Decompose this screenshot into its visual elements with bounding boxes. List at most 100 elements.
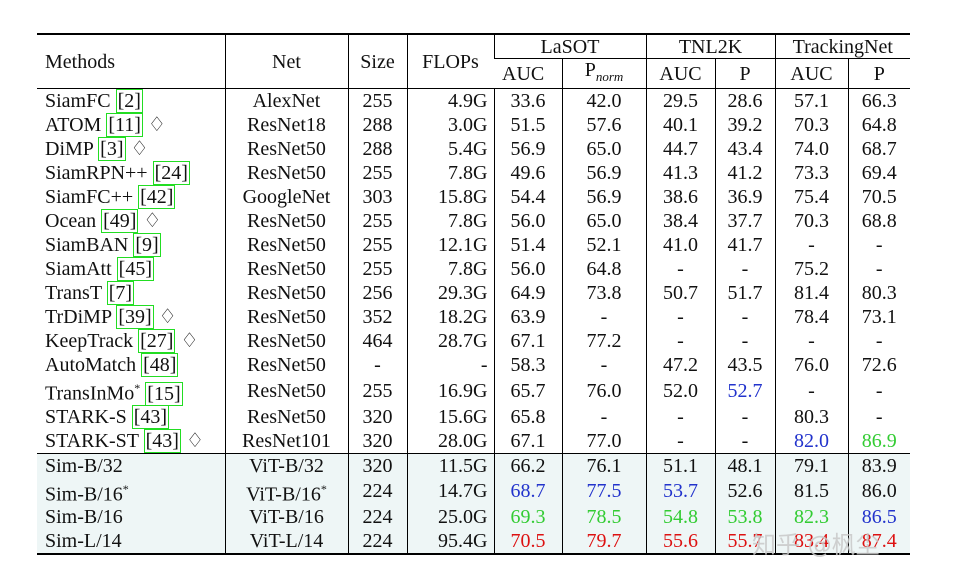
method-cell: Sim-B/16 — [37, 505, 225, 529]
method-name: AutoMatch — [45, 354, 137, 376]
value-cell: 75.2 — [774, 257, 848, 281]
value-cell: 36.9 — [714, 185, 775, 209]
value-cell: 48.1 — [714, 453, 775, 478]
value-cell: 255 — [347, 88, 407, 113]
value-cell: - — [347, 353, 407, 377]
citation: [43] — [143, 428, 181, 453]
value-cell: 288 — [347, 113, 407, 137]
value-cell: 47.2 — [645, 353, 715, 377]
value-cell: 15.6G — [406, 404, 494, 429]
value-cell: 74.0 — [774, 137, 848, 161]
method-name: DiMP — [45, 138, 94, 160]
method-cell: Sim-L/14 — [37, 529, 225, 554]
value-cell: 12.1G — [406, 233, 494, 257]
value-cell: - — [714, 305, 775, 329]
value-cell: 38.6 — [645, 185, 715, 209]
value-cell: 255 — [347, 257, 407, 281]
table-row: Sim-B/32 ViT-B/32 320 11.5G 66.2 76.1 51.1 48.1… — [37, 453, 910, 478]
value-cell: - — [645, 404, 715, 429]
group-header: LaSOT — [493, 34, 646, 59]
net-cell: AlexNet — [224, 88, 348, 113]
value-cell: 14.7G — [406, 477, 494, 506]
value-cell: 51.1 — [645, 453, 715, 478]
value-cell: 82.0 — [774, 428, 848, 454]
value-cell: 52.1 — [561, 233, 646, 257]
method-cell: Sim-B/32 — [37, 453, 225, 478]
value-cell: 95.4G — [406, 529, 494, 555]
value-cell: 83.9 — [847, 453, 910, 478]
net-cell: ResNet50 — [224, 281, 348, 305]
value-cell: 75.4 — [774, 185, 848, 209]
value-cell: 7.8G — [406, 161, 494, 185]
value-cell: 255 — [347, 377, 407, 405]
value-cell: 69.4 — [847, 161, 910, 185]
subheader-cell: AUC — [645, 58, 715, 89]
value-cell: 255 — [347, 233, 407, 257]
value-cell: 57.6 — [561, 113, 646, 137]
header-cell: Net — [224, 34, 348, 89]
value-cell: 66.2 — [493, 453, 562, 478]
table-row: Sim-L/14 ViT-L/14 224 95.4G 70.5 79.7 55.6 55.7… — [37, 529, 910, 555]
value-cell: 69.3 — [493, 505, 562, 530]
value-cell: 68.7 — [847, 137, 910, 161]
value-cell: 78.4 — [774, 305, 848, 329]
value-cell: 70.3 — [774, 209, 848, 233]
method-cell: TrDiMP [39] ♢ — [37, 305, 225, 329]
value-cell: 38.4 — [645, 209, 715, 233]
citation: [7] — [106, 281, 135, 305]
value-cell: - — [774, 329, 848, 353]
value-cell: - — [774, 233, 848, 257]
value-cell: 52.7 — [714, 377, 775, 405]
value-cell: 83.4 — [774, 529, 848, 555]
net-cell: GoogleNet — [224, 185, 348, 209]
value-cell: 80.3 — [774, 404, 848, 429]
value-cell: 73.3 — [774, 161, 848, 185]
net-cell: ResNet50 — [224, 233, 348, 257]
value-cell: 303 — [347, 185, 407, 209]
subheader-cell: P — [847, 58, 910, 89]
value-cell: - — [847, 404, 910, 429]
value-cell: 25.0G — [406, 505, 494, 530]
net-name: ResNet50 — [247, 379, 326, 402]
value-cell: 67.1 — [493, 329, 562, 353]
table-body: SiamFC [2] AlexNet 255 4.9G 33.6 42.0 29.5 28.6… — [37, 88, 910, 555]
value-cell: 29.5 — [645, 88, 715, 113]
value-cell: 64.8 — [561, 257, 646, 281]
value-cell: - — [645, 257, 715, 281]
group-header: TrackingNet — [774, 34, 910, 59]
method-name: ATOM — [45, 114, 102, 136]
net-cell: ResNet50 — [224, 161, 348, 185]
marker: ♢ — [147, 114, 166, 136]
value-cell: - — [406, 353, 494, 377]
value-cell: 63.9 — [493, 305, 562, 329]
method-name: Sim-L/14 — [45, 530, 122, 553]
value-cell: - — [847, 257, 910, 281]
value-cell: 56.0 — [493, 209, 562, 233]
citation: [15] — [145, 381, 183, 406]
marker: ♢ — [130, 138, 149, 160]
value-cell: 87.4 — [847, 529, 910, 555]
method-name: STARK-ST — [45, 429, 139, 452]
value-cell: 352 — [347, 305, 407, 329]
value-cell: 255 — [347, 209, 407, 233]
citation: [39] — [116, 305, 154, 329]
method-name: SiamFC — [45, 90, 111, 112]
net-cell: ViT-B/32 — [224, 453, 348, 478]
value-cell: 82.3 — [774, 505, 848, 530]
value-cell: - — [561, 353, 646, 377]
value-cell: 56.9 — [493, 137, 562, 161]
table-row: SiamBAN [9] ResNet50 255 12.1G 51.4 52.1 41.0 4… — [37, 233, 910, 257]
header-row: Methods Net Size FLOPs LaSOT TNL2K Track… — [37, 34, 910, 89]
value-cell: - — [561, 305, 646, 329]
method-cell: ATOM [11] ♢ — [37, 113, 225, 137]
table-wrap: Methods Net Size FLOPs LaSOT TNL2K Track… — [37, 33, 910, 556]
net-name: ViT-B/16 — [249, 506, 324, 529]
subheader-text: P — [584, 59, 596, 81]
net-cell: ViT-L/14 — [224, 529, 348, 555]
table-row: STARK-ST [43] ♢ ResNet101 320 28.0G 67.1 77.0… — [37, 428, 910, 454]
value-cell: 256 — [347, 281, 407, 305]
subheader-cell: AUC — [774, 58, 848, 89]
table-row: ATOM [11] ♢ ResNet18 288 3.0G 51.5 57.6 40.1 39… — [37, 113, 910, 137]
table-row: Ocean [49] ♢ ResNet50 255 7.8G 56.0 65.0 38.4 3… — [37, 209, 910, 233]
